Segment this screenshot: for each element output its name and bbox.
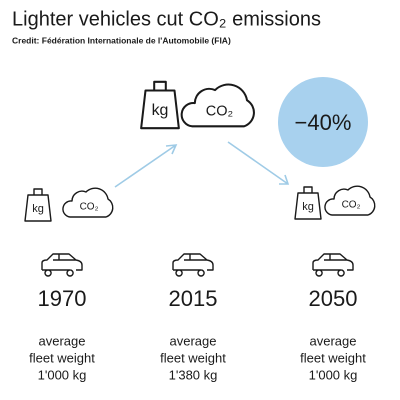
cloud-shape	[324, 185, 376, 216]
weight-handle	[33, 188, 43, 195]
description-line: 1'000 kg	[38, 367, 87, 382]
weight-label: kg	[302, 201, 314, 213]
arrow-up	[114, 144, 178, 188]
description-line: average	[39, 333, 86, 348]
year: 2050	[309, 286, 358, 311]
cloud-label: CO₂	[80, 202, 99, 213]
description-line: average	[170, 333, 217, 348]
cloud-icon: CO₂	[180, 83, 255, 128]
arrow-down	[227, 141, 290, 185]
weight-label: kg	[32, 203, 44, 215]
description-line: average	[310, 333, 357, 348]
title: Lighter vehicles cut CO₂ emissions	[12, 8, 321, 30]
year: 1970	[38, 286, 87, 311]
description-line: fleet weight	[160, 350, 226, 365]
weight-handle	[303, 186, 313, 193]
cloud-label: CO₂	[342, 200, 361, 211]
description-line: fleet weight	[300, 350, 366, 365]
year: 2015	[169, 286, 218, 311]
car-icon	[41, 253, 83, 277]
cloud-icon: CO₂	[62, 187, 114, 218]
description-line: 1'380 kg	[169, 367, 218, 382]
badge-text: −40%	[295, 110, 352, 135]
weight-icon: kg	[24, 188, 52, 222]
cloud-shape	[180, 83, 255, 128]
badge-circle	[278, 77, 368, 167]
weight-icon: kg	[294, 186, 322, 220]
credit: Credit: Fédération Internationale de l'A…	[12, 35, 231, 45]
car-icon	[172, 253, 214, 277]
cloud-label: CO₂	[206, 104, 233, 120]
weight-label: kg	[152, 102, 169, 119]
arrows	[114, 141, 290, 188]
weight-handle	[153, 80, 167, 91]
description-line: 1'000 kg	[309, 367, 358, 382]
description-line: fleet weight	[29, 350, 95, 365]
weight-icon: kg	[140, 80, 180, 130]
car-icon	[312, 253, 354, 277]
cloud-icon: CO₂	[324, 185, 376, 216]
cloud-shape	[62, 187, 114, 218]
